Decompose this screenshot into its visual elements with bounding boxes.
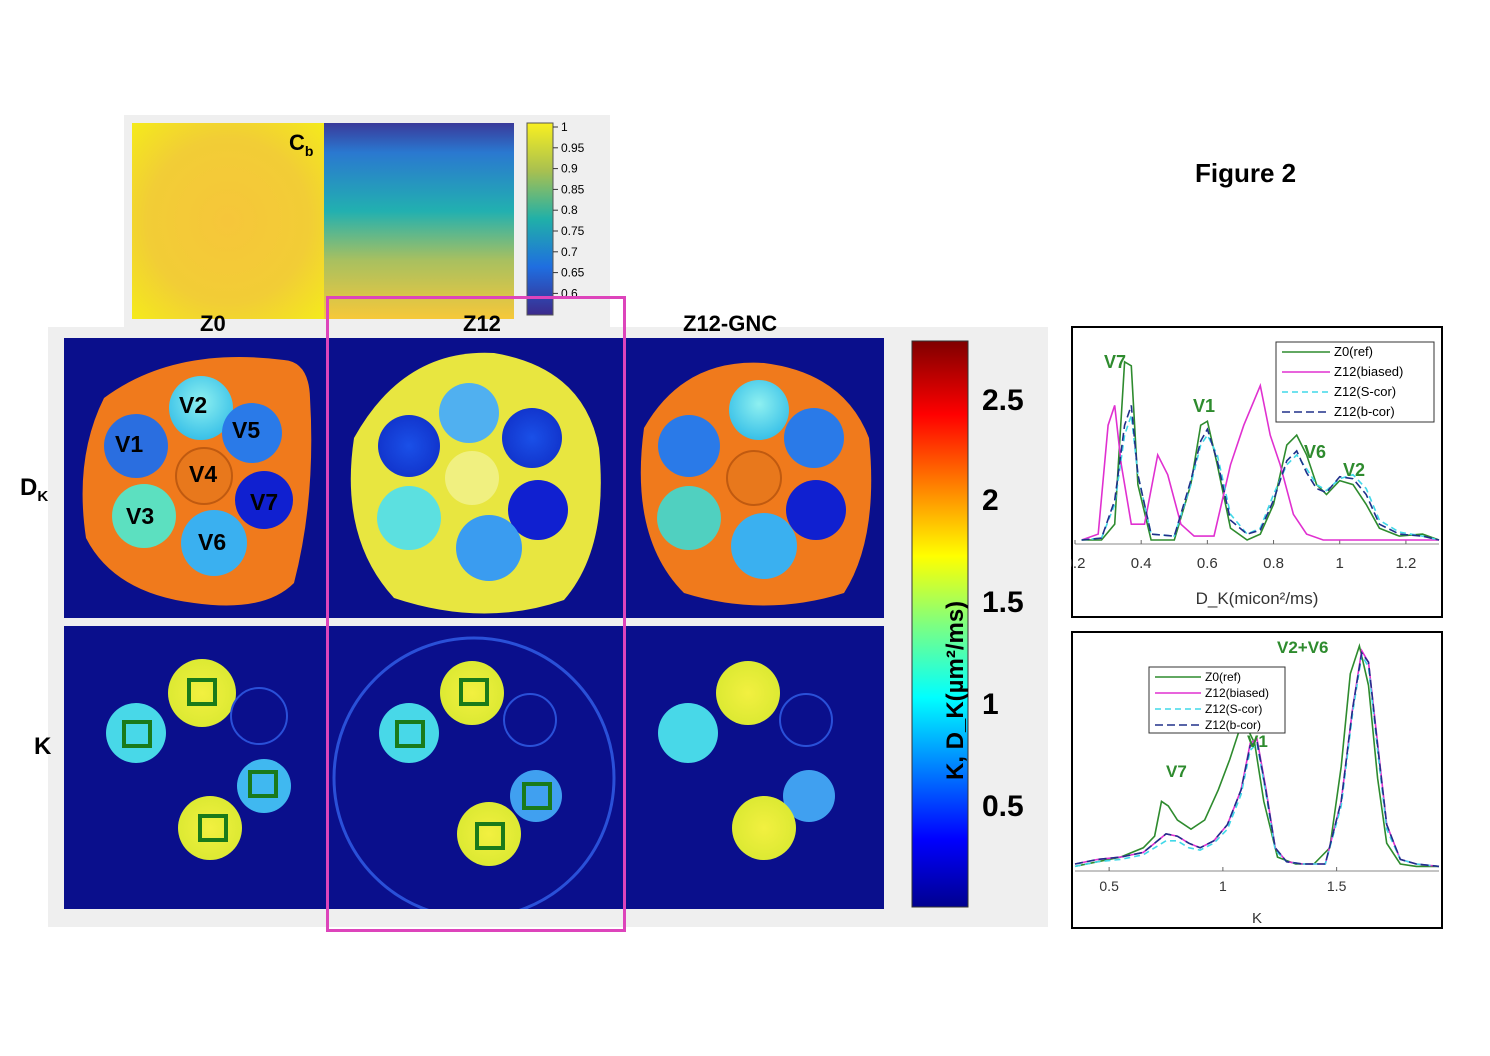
legend-box <box>1275 341 1435 423</box>
x-tick-label: 0.8 <box>1263 555 1284 572</box>
vial-label-v4: V4 <box>189 461 218 487</box>
x-tick-label: 1.2 <box>1395 555 1416 572</box>
legend-label: Z12(S-cor) <box>1334 384 1396 399</box>
cb-colorbar <box>526 122 554 316</box>
roi-box <box>122 720 152 748</box>
roi-box <box>198 814 228 842</box>
peak-annotation: V7 <box>1166 762 1187 781</box>
cb-tick-label: 0.8 <box>561 203 578 217</box>
series-line-z0-ref- <box>1081 360 1440 541</box>
series-line-z12-b-cor- <box>1074 650 1440 868</box>
vial-label-v6: V6 <box>198 529 227 555</box>
cb-map: Cb 10.950.90.850.80.750.70.650.6 <box>132 120 585 319</box>
k-histogram-chart: 0.5 1 1.5 K Z0(ref) Z12(biased) Z12(S-cor) Z12(… <box>1071 631 1443 929</box>
x-tick-label: 1 <box>1336 555 1344 572</box>
series-line-z12-s-cor- <box>1081 415 1440 541</box>
vial-label-v1: V1 <box>115 431 144 457</box>
cb-tick-label: 0.95 <box>561 141 585 155</box>
cb-tick-label: 1 <box>561 120 568 134</box>
series-line-z12-biased- <box>1081 382 1439 541</box>
x-tick-label: 0.6 <box>1197 555 1218 572</box>
peak-annotation: V1 <box>1247 732 1268 751</box>
cb-label: Cb <box>289 130 313 159</box>
legend-label: Z12(S-cor) <box>1205 702 1262 716</box>
cb-tick-label: 0.65 <box>561 266 585 280</box>
roi-box <box>187 678 217 706</box>
dk-z0-image <box>82 357 312 606</box>
column-title-z12: Z12 <box>463 311 501 336</box>
colorbar-tick-0-5: 0.5 <box>982 790 1024 823</box>
figure-title: Figure 2 <box>1195 158 1297 188</box>
legend-box <box>1148 666 1286 734</box>
x-tick-label: 0.5 <box>1099 878 1119 894</box>
legend-label: Z12(biased) <box>1334 364 1403 379</box>
cb-tick-label: 0.9 <box>561 162 578 176</box>
colorbar-tick-1-5: 1.5 <box>982 586 1024 619</box>
vial-label-v5: V5 <box>232 417 261 443</box>
cb-tick-label: 0.85 <box>561 182 585 196</box>
column-title-z12-gnc: Z12-GNC <box>683 311 778 336</box>
cb-map-left-half <box>132 123 324 319</box>
dk-histogram-chart: 0.2 0.4 0.6 0.8 1 1.2 D_K(micon²/ms) Z0(ref) Z12… <box>1071 326 1443 618</box>
colorbar-tick-1: 1 <box>982 688 999 721</box>
image-grid <box>64 338 884 909</box>
cb-map-right-half <box>324 123 514 319</box>
x-tick-label: 0.4 <box>1131 555 1152 572</box>
dk-z12-gnc-image <box>640 362 872 606</box>
k-z12-image <box>332 636 616 909</box>
legend-label: Z12(b-cor) <box>1334 404 1395 419</box>
main-colorbar-title: K, D_K(µm²/ms) <box>942 600 969 780</box>
colorbar-tick-2-5: 2.5 <box>982 384 1024 417</box>
vial-label-v2: V2 <box>179 392 208 418</box>
main-colorbar <box>911 340 969 908</box>
cb-tick-label: 0.7 <box>561 245 578 259</box>
vial-label-v3: V3 <box>126 503 155 529</box>
x-axis-label: D_K(micon²/ms) <box>1196 589 1319 608</box>
colorbar-tick-2: 2 <box>982 484 999 517</box>
peak-annotation: V6 <box>1304 442 1326 462</box>
k-z0-image <box>106 659 291 860</box>
roi-box <box>395 720 425 748</box>
legend-label: Z12(b-cor) <box>1205 718 1261 732</box>
peak-annotation: V7 <box>1104 352 1126 372</box>
roi-box <box>459 678 489 706</box>
vial-label-v7: V7 <box>250 489 279 515</box>
column-title-z0: Z0 <box>200 311 226 336</box>
roi-box <box>248 770 278 798</box>
x-tick-label: 1.5 <box>1327 878 1347 894</box>
legend-label: Z12(biased) <box>1205 686 1269 700</box>
roi-box <box>475 822 505 850</box>
peak-annotation: V2+V6 <box>1277 638 1329 657</box>
dk-z12-image <box>350 352 601 614</box>
series-line-z12-b-cor- <box>1081 405 1440 541</box>
peak-annotation: V2 <box>1343 460 1365 480</box>
x-tick-label: 0.2 <box>1071 555 1085 572</box>
z12-highlight-box <box>326 296 626 932</box>
row-label-k: K <box>34 733 52 760</box>
x-tick-label: 1 <box>1219 878 1227 894</box>
legend-label: Z0(ref) <box>1334 344 1373 359</box>
k-z12-gnc-image <box>658 661 835 860</box>
row-label-dk: DK <box>20 474 49 505</box>
legend-label: Z0(ref) <box>1205 670 1241 684</box>
peak-annotation: V1 <box>1193 396 1215 416</box>
x-axis-label: K <box>1252 910 1262 927</box>
roi-box <box>522 782 552 810</box>
cb-tick-label: 0.75 <box>561 224 585 238</box>
cb-colorbar-ticks: 10.950.90.850.80.750.70.650.6 <box>553 120 585 300</box>
